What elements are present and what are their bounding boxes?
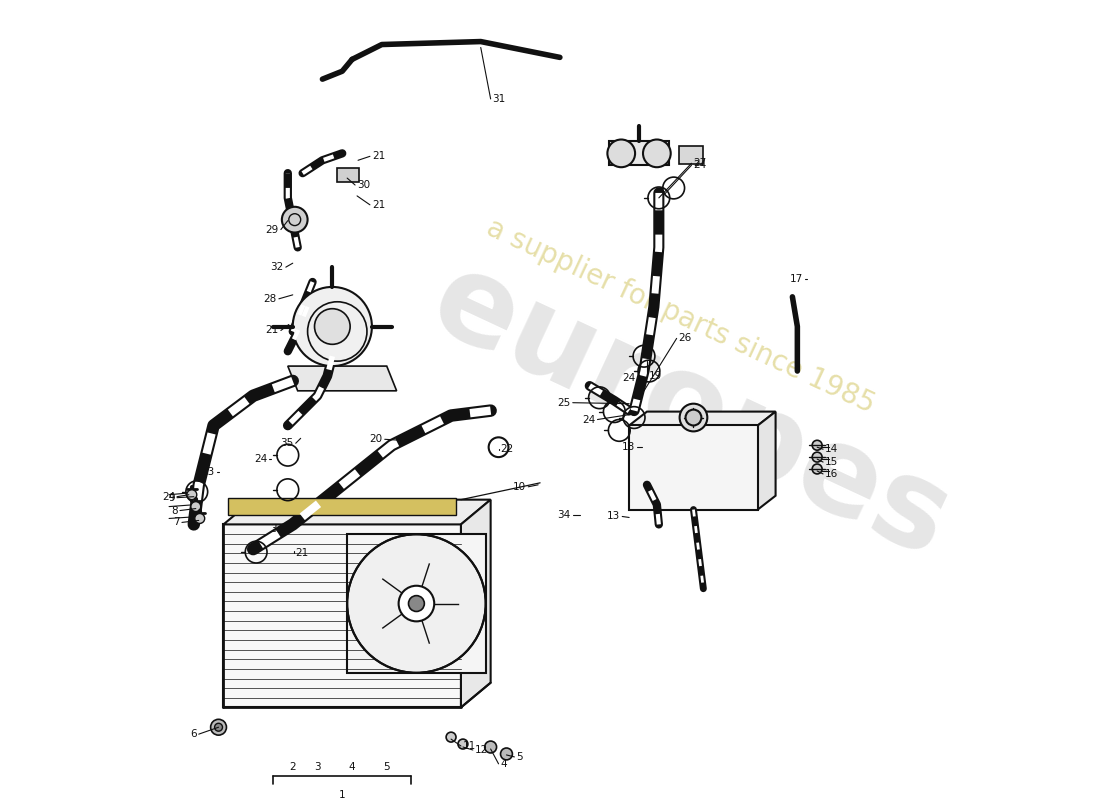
- Text: 24: 24: [693, 160, 706, 170]
- Circle shape: [812, 440, 822, 450]
- Circle shape: [282, 206, 308, 233]
- Text: 29: 29: [265, 225, 279, 234]
- Text: 21: 21: [296, 548, 309, 558]
- Polygon shape: [629, 412, 776, 426]
- Text: 26: 26: [679, 334, 692, 343]
- Text: 8: 8: [172, 506, 178, 515]
- Circle shape: [607, 139, 635, 167]
- Text: 4: 4: [500, 759, 507, 769]
- Text: 19: 19: [649, 371, 662, 381]
- Bar: [223, 524, 461, 707]
- Bar: [629, 426, 758, 510]
- Circle shape: [685, 410, 702, 426]
- Text: 35: 35: [280, 438, 294, 448]
- Text: 24: 24: [582, 414, 595, 425]
- Circle shape: [680, 404, 707, 431]
- Circle shape: [210, 719, 227, 735]
- Text: 22: 22: [500, 444, 514, 454]
- Text: 21: 21: [372, 200, 385, 210]
- Bar: [338, 168, 359, 182]
- Text: 2: 2: [289, 762, 296, 772]
- Circle shape: [408, 596, 425, 611]
- Text: 10: 10: [513, 482, 526, 492]
- Text: 21: 21: [265, 326, 279, 335]
- Bar: [348, 534, 486, 673]
- Text: 23: 23: [201, 467, 214, 477]
- Text: 25: 25: [558, 398, 571, 408]
- Text: europes: europes: [415, 241, 969, 582]
- Text: 6: 6: [190, 729, 197, 739]
- Polygon shape: [758, 412, 776, 510]
- Text: a supplier for parts since 1985: a supplier for parts since 1985: [482, 214, 879, 419]
- Bar: [229, 498, 456, 515]
- Text: 21: 21: [372, 151, 385, 162]
- Circle shape: [485, 741, 496, 753]
- Text: 5: 5: [516, 752, 522, 762]
- Text: 16: 16: [825, 469, 838, 479]
- Text: 20: 20: [370, 434, 383, 444]
- Text: 33: 33: [271, 524, 284, 534]
- Circle shape: [447, 732, 456, 742]
- Text: 17: 17: [790, 274, 803, 284]
- Text: 9: 9: [168, 493, 175, 502]
- Text: 5: 5: [384, 762, 390, 772]
- Circle shape: [458, 739, 468, 749]
- Polygon shape: [288, 366, 397, 391]
- Text: 30: 30: [358, 180, 371, 190]
- Text: 32: 32: [271, 262, 284, 272]
- Text: 7: 7: [174, 518, 180, 527]
- Text: 27: 27: [693, 158, 706, 168]
- Text: 31: 31: [493, 94, 506, 104]
- Circle shape: [214, 723, 222, 731]
- Text: 3: 3: [315, 762, 321, 772]
- Circle shape: [315, 309, 350, 344]
- Text: 11: 11: [463, 741, 476, 751]
- Text: 24: 24: [254, 454, 267, 464]
- Circle shape: [812, 452, 822, 462]
- Text: 24: 24: [162, 492, 175, 502]
- Circle shape: [190, 502, 200, 511]
- Circle shape: [293, 287, 372, 366]
- Text: 15: 15: [825, 457, 838, 467]
- Text: 34: 34: [558, 510, 571, 519]
- Text: 28: 28: [264, 294, 277, 304]
- Bar: [679, 146, 703, 164]
- Text: 24: 24: [621, 373, 635, 383]
- Text: 14: 14: [825, 444, 838, 454]
- Text: 1: 1: [339, 790, 345, 799]
- Polygon shape: [461, 500, 491, 707]
- Circle shape: [348, 534, 486, 673]
- Circle shape: [398, 586, 434, 622]
- Circle shape: [644, 139, 671, 167]
- Circle shape: [812, 464, 822, 474]
- Circle shape: [187, 490, 197, 500]
- Text: 12: 12: [475, 745, 488, 755]
- Bar: [609, 142, 669, 166]
- Polygon shape: [223, 500, 491, 524]
- Text: 4: 4: [349, 762, 355, 772]
- Circle shape: [500, 748, 513, 760]
- Text: 13: 13: [607, 511, 620, 522]
- Text: 18: 18: [621, 442, 635, 452]
- Circle shape: [195, 514, 205, 523]
